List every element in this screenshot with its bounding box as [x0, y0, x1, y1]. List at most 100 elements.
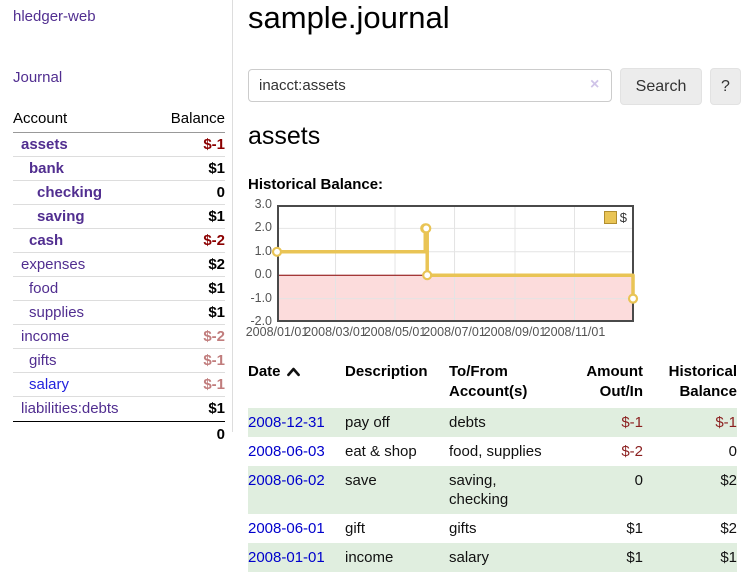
- accounts-table-header: Account Balance: [13, 106, 225, 133]
- chart-title: Historical Balance:: [248, 176, 384, 193]
- y-axis-tick-label: 2.0: [254, 220, 272, 235]
- x-axis-tick-label: 2008/07/01: [423, 325, 486, 339]
- transaction-balance: $1: [643, 543, 737, 572]
- account-link[interactable]: cash: [29, 232, 64, 249]
- transaction-description: pay off: [345, 408, 449, 437]
- y-axis-tick-label: 0.0: [254, 267, 272, 282]
- transaction-date-link[interactable]: 2008-12-31: [248, 408, 345, 437]
- sidebar-account-row: bank $1: [13, 156, 225, 180]
- register-header-row: Date Description To/From Account(s) Amou…: [248, 360, 737, 408]
- sidebar-account-row: cash $-2: [13, 228, 225, 252]
- transaction-date-link[interactable]: 2008-06-03: [248, 443, 325, 460]
- transaction-accounts: saving, checking: [449, 466, 567, 514]
- legend-swatch-icon: [603, 211, 617, 224]
- account-link[interactable]: food: [29, 280, 59, 297]
- y-axis-tick-label: -1.0: [250, 290, 272, 305]
- sidebar-account-row: income $-2: [13, 324, 225, 348]
- transaction-amount: $1: [567, 543, 643, 572]
- app-brand-link[interactable]: hledger-web: [13, 8, 96, 25]
- account-link[interactable]: bank: [29, 160, 65, 177]
- x-axis-tick-label: 2008/05/01: [363, 325, 427, 339]
- account-column-header: Account: [13, 110, 68, 127]
- account-link[interactable]: expenses: [21, 256, 86, 273]
- account-balance: $-2: [203, 232, 225, 249]
- account-link[interactable]: assets: [21, 136, 68, 153]
- transaction-description: income: [345, 543, 449, 572]
- sidebar: hledger-web Journal Account Balance asse…: [0, 0, 232, 447]
- sidebar-item-journal[interactable]: Journal: [13, 69, 63, 86]
- transaction-row: 2008-06-01 gift gifts $1 $2: [248, 514, 737, 543]
- transaction-accounts: debts: [449, 408, 567, 437]
- transaction-date-link[interactable]: 2008-01-01: [248, 543, 345, 572]
- sidebar-account-row: gifts $-1: [13, 348, 225, 372]
- sidebar-account-row: expenses $2: [13, 252, 225, 276]
- sidebar-divider: [232, 0, 233, 432]
- transaction-description: eat & shop: [345, 443, 417, 460]
- transaction-description: save: [345, 466, 449, 514]
- account-link[interactable]: salary: [29, 376, 70, 393]
- account-balance: $2: [208, 256, 225, 273]
- column-header-balance[interactable]: Historical Balance: [668, 363, 737, 400]
- transaction-row: 2008-06-02 save saving, checking 0 $2: [248, 466, 737, 514]
- search-button[interactable]: Search: [620, 68, 702, 105]
- transaction-balance: $-1: [643, 408, 737, 437]
- account-rows: assets $-1 bank $1 checking 0 saving $1 …: [13, 133, 225, 420]
- account-balance: $1: [208, 280, 225, 297]
- transaction-description: gift: [345, 520, 366, 537]
- clear-search-icon[interactable]: ×: [590, 76, 600, 93]
- column-header-accounts[interactable]: To/From Account(s): [449, 363, 528, 400]
- account-link[interactable]: gifts: [29, 352, 57, 369]
- chart-legend: $: [601, 210, 629, 225]
- transaction-balance: 0: [728, 443, 737, 460]
- transaction-date-link[interactable]: 2008-06-01: [248, 520, 325, 537]
- account-balance: $-1: [203, 352, 225, 369]
- y-axis-tick-label: 3.0: [254, 197, 272, 211]
- total-balance: 0: [216, 426, 225, 443]
- account-link[interactable]: checking: [37, 184, 103, 201]
- account-balance: 0: [216, 184, 225, 201]
- transaction-accounts: food, supplies: [449, 443, 542, 460]
- page-title: sample.journal: [248, 0, 450, 35]
- x-axis-tick-label: 2008/11/01: [543, 325, 606, 339]
- column-header-date[interactable]: Date: [248, 360, 345, 408]
- account-link[interactable]: liabilities:debts: [21, 400, 119, 417]
- transaction-amount: $-1: [567, 408, 643, 437]
- sidebar-account-row: checking 0: [13, 180, 225, 204]
- transaction-amount: $-2: [621, 443, 643, 460]
- column-header-amount[interactable]: Amount Out/In: [586, 363, 643, 400]
- account-balance: $1: [208, 160, 225, 177]
- account-link[interactable]: supplies: [29, 304, 85, 321]
- account-balance: $1: [208, 208, 225, 225]
- account-link[interactable]: saving: [37, 208, 85, 225]
- y-axis-tick-label: -2.0: [250, 314, 272, 328]
- help-button[interactable]: ?: [710, 68, 741, 105]
- account-link[interactable]: income: [21, 328, 70, 345]
- x-axis-tick-label: 2008/01/01: [245, 325, 309, 339]
- transaction-amount: $1: [626, 520, 643, 537]
- transaction-date-link[interactable]: 2008-06-02: [248, 466, 345, 514]
- y-axis-tick-label: 1.0: [254, 243, 272, 258]
- transaction-balance: $2: [720, 520, 737, 537]
- account-balance: $-1: [203, 136, 225, 153]
- transaction-row: 2008-06-03 eat & shop food, supplies $-2…: [248, 437, 737, 466]
- search-input[interactable]: [248, 69, 612, 102]
- sidebar-account-row: saving $1: [13, 204, 225, 228]
- account-balance: $-2: [203, 328, 225, 345]
- account-balance: $-1: [203, 376, 225, 393]
- legend-label: $: [619, 210, 627, 225]
- sidebar-account-row: salary $-1: [13, 372, 225, 396]
- account-heading: assets: [248, 122, 321, 150]
- sidebar-account-row: supplies $1: [13, 300, 225, 324]
- sort-ascending-icon: [286, 367, 300, 377]
- sidebar-account-row: assets $-1: [13, 133, 225, 156]
- accounts-balance-table: Account Balance assets $-1 bank $1 check…: [13, 106, 225, 447]
- column-header-description[interactable]: Description: [345, 363, 428, 380]
- account-balance: $1: [208, 400, 225, 417]
- transaction-amount: 0: [567, 466, 643, 514]
- transaction-row: 2008-01-01 income salary $1 $1: [248, 543, 737, 572]
- transaction-accounts: gifts: [449, 520, 477, 537]
- chart-plot-area[interactable]: $: [271, 205, 639, 322]
- x-axis-tick-label: 2008/09/01: [483, 325, 547, 339]
- balance-column-header: Balance: [170, 110, 225, 127]
- accounts-total-row: 0: [13, 421, 225, 447]
